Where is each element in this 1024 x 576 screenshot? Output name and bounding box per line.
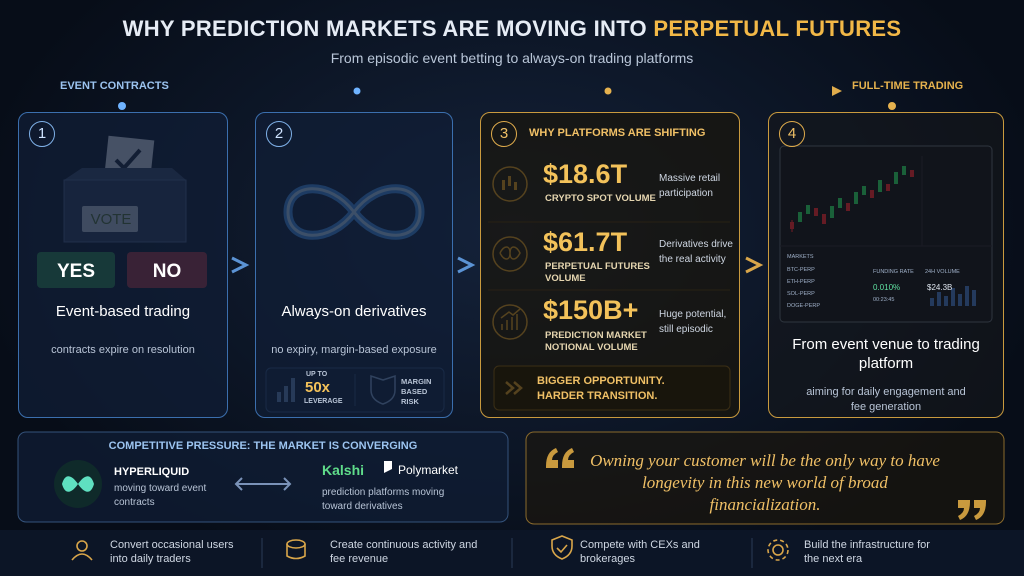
card-heading: WHY PLATFORMS ARE SHIFTING <box>529 127 706 139</box>
screen-label: FUNDING RATE <box>873 269 914 275</box>
card: 1 VOTE YES NO Event-based trading contra… <box>18 112 228 418</box>
card-number: 2 <box>266 121 292 147</box>
competitor-name: Kalshi <box>322 462 365 478</box>
title: WHY PREDICTION MARKETS ARE MOVING INTO P… <box>0 16 1024 42</box>
footer-item: Create continuous activity and fee reven… <box>330 539 478 565</box>
screen-pair: SOL-PERP <box>787 291 815 297</box>
screen-label: MARKETS <box>787 254 814 260</box>
card: 3 WHY PLATFORMS ARE SHIFTING $18.6T CRYP… <box>480 112 740 418</box>
screen-value: 0.010% <box>873 283 901 292</box>
card: 4 MARKETS BTC-PERP ETH-PERP SOL-PERP DOG… <box>768 112 1004 418</box>
footer-item: Build the infrastructure for the next er… <box>804 539 930 565</box>
competition-heading: COMPETITIVE PRESSURE: THE MARKET IS CONV… <box>108 440 418 452</box>
badge-top: UP TO <box>306 371 328 378</box>
screen-pair: ETH-PERP <box>787 279 815 285</box>
card-number: 3 <box>491 121 517 147</box>
stat-label: PREDICTION MARKET NOTIONAL VOLUME <box>545 330 647 353</box>
card-description: no expiry, margin-based exposure <box>271 344 437 356</box>
card: 2 Always-on derivatives no expiry, margi… <box>255 112 453 418</box>
badge-value: 50x <box>305 379 331 396</box>
footer-item: Compete with CEXs and brokerages <box>580 539 700 565</box>
stat-note: Huge potential, still episodic <box>659 309 727 335</box>
card-description: aiming for daily engagement and fee gene… <box>806 386 966 413</box>
subtitle: From episodic event betting to always-on… <box>330 50 694 66</box>
stat-label: PERPETUAL FUTURES VOLUME <box>545 261 650 284</box>
competitor-name: HYPERLIQUID <box>114 466 190 478</box>
competitor-name: Polymarket <box>398 463 459 477</box>
competitor-text: moving toward event contracts <box>114 483 207 508</box>
quote: Owning your customer will be the only wa… <box>590 451 940 514</box>
card-footer: BIGGER OPPORTUNITY. HARDER TRANSITION. <box>537 375 665 402</box>
card-number: 1 <box>29 121 55 147</box>
ballot-label: VOTE <box>90 211 132 228</box>
title-main: WHY PREDICTION MARKETS ARE MOVING INTO <box>122 16 647 41</box>
screen-value: $24.3B <box>927 283 953 292</box>
competitor-text: prediction platforms moving toward deriv… <box>322 487 445 512</box>
timeline-end: FULL-TIME TRADING <box>852 80 964 92</box>
footer-item: Convert occasional users into daily trad… <box>110 539 234 565</box>
stat-note: Derivatives drive the real activity <box>659 239 733 265</box>
title-highlight: PERPETUAL FUTURES <box>653 16 902 41</box>
screen-timer: 00:23:45 <box>873 297 895 303</box>
yes-button: YES <box>56 261 96 282</box>
stat-value: $18.6T <box>543 159 628 189</box>
card-title: Always-on derivatives <box>281 303 427 320</box>
card-number: 4 <box>779 121 805 147</box>
timeline-start: EVENT CONTRACTS <box>60 80 169 92</box>
badge-bottom: LEVERAGE <box>304 398 343 405</box>
stat-value: $61.7T <box>543 227 628 257</box>
screen-pair: DOGE-PERP <box>787 303 821 309</box>
stat-note: Massive retail participation <box>659 173 721 199</box>
stat-value: $150B+ <box>543 295 639 325</box>
stat-label: CRYPTO SPOT VOLUME <box>545 193 656 204</box>
card-description: contracts expire on resolution <box>51 344 195 356</box>
no-button: NO <box>152 261 182 282</box>
card-title: From event venue to trading platform <box>792 336 980 372</box>
screen-label: 24H VOLUME <box>925 269 960 275</box>
badge-risk: MARGIN BASED RISK <box>401 377 432 406</box>
card-title: Event-based trading <box>55 303 191 320</box>
screen-pair: BTC-PERP <box>787 267 815 273</box>
